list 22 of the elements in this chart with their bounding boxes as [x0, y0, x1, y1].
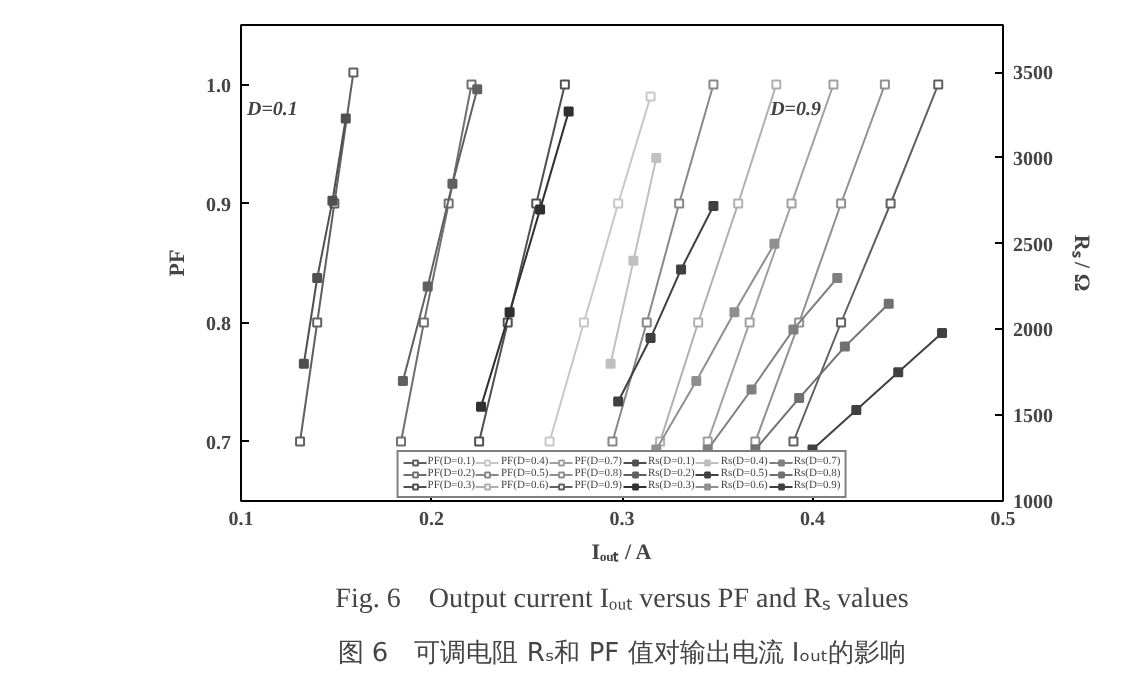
y2-axis-title: Rₛ / Ω	[1069, 234, 1093, 292]
y2-tick-label: 1000	[1013, 492, 1053, 514]
x-axis-title: Iₒᵤₜ / A	[591, 541, 652, 565]
y-tick-label: 0.9	[206, 194, 231, 217]
y2-tick-label: 2000	[1013, 320, 1053, 343]
annotation: D=0.1	[245, 99, 298, 121]
x-tick-label: 0.2	[419, 509, 444, 531]
x-tick-label: 0.1	[228, 509, 254, 531]
y-axis-title: PF	[166, 249, 190, 277]
x-tick-label: 0.3	[609, 509, 635, 531]
text: 图 6 可调电阻 Rₛ和 PF 值对输出电流 Iₒᵤₜ的影响	[337, 637, 907, 669]
y-tick-label: 1.0	[206, 75, 231, 98]
text: Fig. 6 Output current Iₒᵤₜ versus PF and Rₛ values	[335, 585, 909, 615]
y2-tick-label: 1500	[1013, 406, 1053, 429]
y-tick-label: 0.7	[206, 432, 231, 455]
y2-tick-label: 2500	[1013, 234, 1053, 257]
x-tick-label: 0.5	[990, 509, 1016, 531]
y2-tick-label: 3500	[1013, 63, 1053, 86]
x-tick-label: 0.4	[800, 509, 825, 531]
y-tick-label: 0.8	[206, 313, 231, 336]
y2-tick-label: 3000	[1013, 148, 1053, 171]
annotation: D=0.9	[768, 99, 821, 121]
